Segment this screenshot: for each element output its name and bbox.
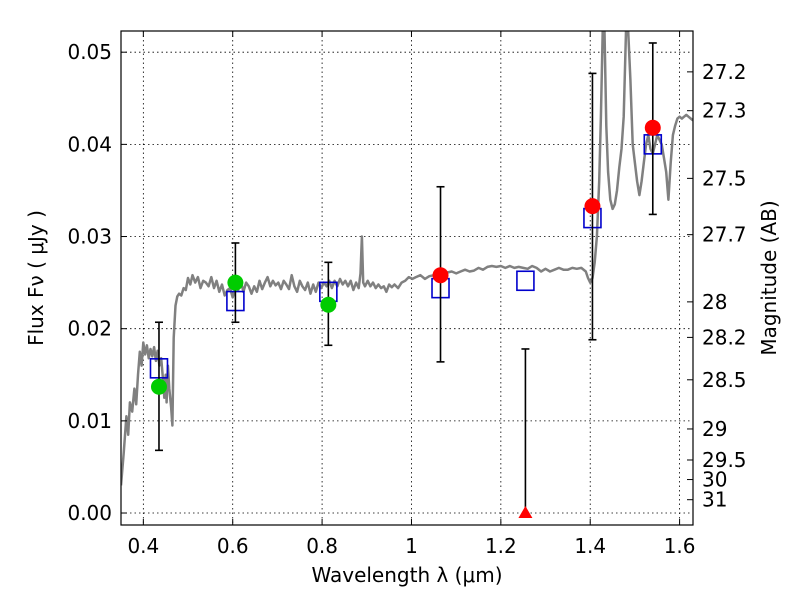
mag-tick-label: 27.2 bbox=[702, 60, 747, 84]
observed-optical-point bbox=[320, 296, 337, 313]
plot-area bbox=[121, 31, 693, 486]
y-tick-label: 0.05 bbox=[67, 40, 112, 64]
upper-limit-marker bbox=[518, 506, 533, 519]
x-tick-label: 1.6 bbox=[664, 534, 696, 558]
x-tick-label: 0.6 bbox=[217, 534, 249, 558]
mag-tick-label: 28.2 bbox=[702, 325, 747, 349]
y2-axis-label: Magnitude (AB) bbox=[757, 200, 781, 355]
y-tick-label: 0.04 bbox=[67, 132, 112, 156]
model-spectrum-line bbox=[121, 31, 693, 486]
mag-tick-label: 28.5 bbox=[702, 368, 747, 392]
markers bbox=[149, 42, 663, 519]
observed-nir-point bbox=[432, 267, 449, 284]
y-tick-label: 0.01 bbox=[67, 409, 112, 433]
x-tick-label: 1.2 bbox=[485, 534, 517, 558]
mag-tick-label: 31 bbox=[702, 488, 727, 512]
x-tick-label: 0.4 bbox=[127, 534, 159, 558]
observed-nir-point bbox=[584, 198, 601, 215]
x-tick-label: 1 bbox=[405, 534, 418, 558]
plot-frame bbox=[120, 30, 694, 526]
model-photometry-square bbox=[516, 270, 535, 292]
mag-tick-label: 29 bbox=[702, 417, 727, 441]
x-axis-label: Wavelength λ (μm) bbox=[311, 563, 502, 587]
y-tick-label: 0.03 bbox=[67, 225, 112, 249]
mag-tick-label: 27.7 bbox=[702, 223, 747, 247]
mag-tick-label: 30 bbox=[702, 468, 727, 492]
observed-nir-point bbox=[644, 119, 661, 136]
y-tick-label: 0.02 bbox=[67, 317, 112, 341]
observed-optical-point bbox=[227, 274, 244, 291]
axes: 0.4 0.6 0.8 1 1.2 1.4 1.6 0.00 0.01 0.02 0.03 0.04 0… bbox=[67, 31, 747, 558]
x-tick-label: 1.4 bbox=[574, 534, 606, 558]
y-tick-label: 0.00 bbox=[67, 501, 112, 525]
mag-tick-label: 27.5 bbox=[702, 166, 747, 190]
grid bbox=[121, 31, 693, 525]
mag-tick-label: 29.5 bbox=[702, 448, 747, 472]
y-axis-label: Flux Fν ( μJy ) bbox=[24, 210, 48, 346]
mag-tick-label: 28 bbox=[702, 290, 727, 314]
x-tick-label: 0.8 bbox=[306, 534, 338, 558]
observed-optical-point bbox=[150, 378, 167, 395]
mag-tick-label: 27.3 bbox=[702, 99, 747, 123]
